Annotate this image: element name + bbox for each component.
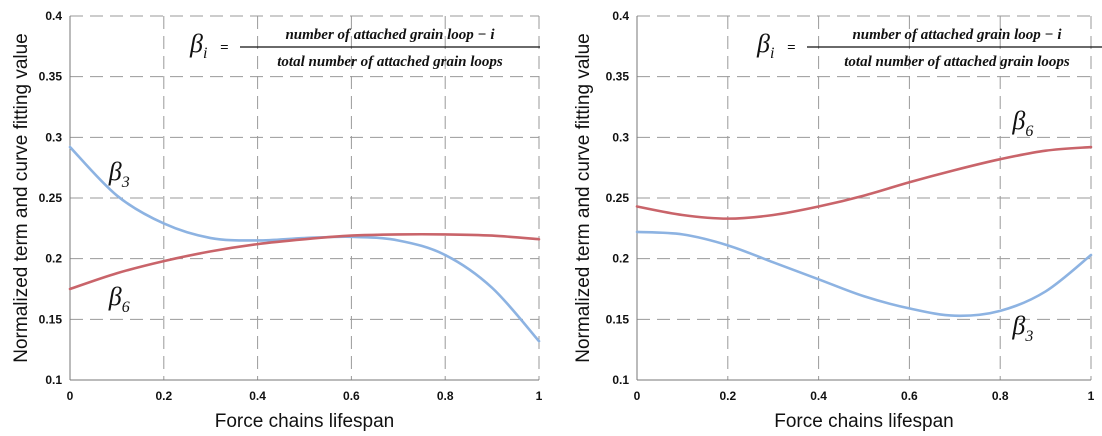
series-line-3 [68,145,541,343]
curve-label-symbol: β [108,282,122,311]
x-tick-label: 0.4 [249,389,266,403]
formula-numerator: number of attached grain loop − i [285,27,495,43]
right-chart: 0.1 0.15 0.2 0.25 0.3 0.35 0.4 0 0.2 0.4 0.6 0.8 1 Fo… [573,9,1102,432]
right-chart-panel: 0.1 0.15 0.2 0.25 0.3 0.35 0.4 0 0.2 0.4 0.6 0.8 1 Fo… [551,0,1102,436]
curve-label: β3 [1011,311,1033,345]
y-tick-label: 0.2 [612,252,629,266]
curve-label: β6 [108,282,130,316]
formula-denominator: total number of attached grain loops [844,54,1070,70]
curve-label-symbol: β [1011,106,1025,135]
y-tick-label: 0.1 [45,373,62,387]
x-axis-title: Force chains lifespan [215,411,395,432]
x-tick-label: 0.6 [343,389,360,403]
formula-equals: = [787,40,796,56]
formula-lhs-symbol: β [189,29,203,58]
curve-label-subscript: 3 [121,174,130,191]
formula-lhs-subscript: i [770,45,774,62]
series-line-6 [635,145,1093,220]
x-tick-label: 1 [536,389,543,403]
curve-label-subscript: 3 [1024,328,1033,345]
series-line-6 [68,232,541,291]
x-tick-label: 0.4 [810,389,827,403]
formula-lhs-symbol: β [756,29,770,58]
left-chart: 0.1 0.15 0.2 0.25 0.3 0.35 0.4 0 0.2 0.4 0.6 0.8 1 Fo… [11,9,543,432]
x-tick-label: 1 [1088,389,1095,403]
curve-label-subscript: 6 [1025,123,1033,140]
y-tick-label: 0.15 [39,312,63,326]
formula-lhs: βi [756,29,774,62]
curve-label-subscript: 6 [122,299,130,316]
gridlines [637,15,1092,380]
formula-lhs-subscript: i [203,45,207,62]
y-tick-label: 0.3 [45,130,62,144]
curve-label: β3 [108,157,130,191]
y-tick-label: 0.4 [612,9,629,23]
x-tick-label: 0 [634,389,641,403]
y-tick-label: 0.2 [45,252,62,266]
y-tick-label: 0.35 [39,70,63,84]
y-axis-title: Normalized term and curve fitting value [573,33,594,362]
gridlines [70,15,540,380]
y-tick-label: 0.3 [612,130,629,144]
y-tick-label: 0.4 [45,9,62,23]
beta-formula: βi = number of attached grain loop − i tota… [189,27,540,70]
formula-numerator: number of attached grain loop − i [852,27,1062,43]
y-tick-label: 0.25 [606,191,630,205]
left-chart-panel: 0.1 0.15 0.2 0.25 0.3 0.35 0.4 0 0.2 0.4 0.6 0.8 1 Fo… [11,9,543,432]
curve-label-symbol: β [108,157,122,186]
x-tick-label: 0 [67,389,74,403]
formula-lhs: βi [189,29,207,62]
formula-equals: = [220,40,229,56]
curve-label: β6 [1011,106,1033,140]
x-tick-label: 0.6 [901,389,918,403]
x-tick-label: 0.8 [437,389,454,403]
y-tick-label: 0.15 [606,312,630,326]
curve-label-symbol: β [1011,311,1025,340]
y-tick-label: 0.1 [612,373,629,387]
formula-denominator: total number of attached grain loops [277,54,503,70]
x-tick-label: 0.2 [155,389,172,403]
x-axis-title: Force chains lifespan [774,411,954,432]
y-tick-label: 0.25 [39,191,63,205]
x-tick-label: 0.2 [719,389,736,403]
beta-formula: βi = number of attached grain loop − i tota… [756,27,1102,70]
y-axis-title: Normalized term and curve fitting value [11,33,32,362]
y-tick-label: 0.35 [606,70,630,84]
x-tick-label: 0.8 [992,389,1009,403]
series-line-3 [635,230,1093,318]
